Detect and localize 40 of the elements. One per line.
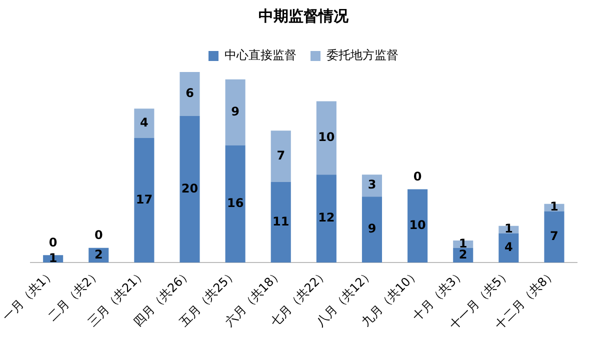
- bar: [316, 174, 336, 263]
- bar: [225, 79, 246, 146]
- bar: [225, 145, 246, 263]
- data-label: 1: [504, 222, 513, 236]
- bar: [180, 72, 200, 116]
- legend-label: 中心直接监督: [224, 48, 296, 62]
- bar: [316, 101, 336, 175]
- bar: [544, 211, 564, 263]
- bar: [408, 189, 428, 263]
- legend-label: 委托地方监督: [326, 48, 398, 62]
- data-label: 17: [136, 192, 153, 206]
- data-label: 6: [186, 86, 194, 100]
- data-label: 2: [94, 247, 103, 262]
- data-label: 3: [368, 178, 376, 192]
- data-label: 12: [318, 210, 335, 225]
- data-label: 4: [504, 240, 513, 254]
- data-label: 9: [368, 222, 376, 236]
- bar: [498, 233, 519, 263]
- bar: [134, 138, 154, 263]
- chart-title: 中期监督情况: [258, 6, 350, 25]
- data-label: 0: [413, 169, 422, 184]
- data-label: 0: [94, 228, 103, 242]
- bar: [134, 108, 154, 138]
- data-label: 11: [272, 214, 290, 228]
- data-label: 7: [550, 228, 558, 243]
- bar: [180, 116, 200, 263]
- data-label: 4: [140, 115, 148, 130]
- bar: [270, 130, 291, 182]
- data-label: 7: [276, 148, 286, 162]
- data-label: 20: [181, 181, 198, 196]
- data-label: 10: [318, 130, 335, 144]
- bar: [362, 174, 382, 197]
- data-label: 0: [48, 235, 58, 250]
- data-label: 9: [231, 104, 240, 118]
- data-label: 1: [550, 200, 558, 214]
- bar: [270, 182, 291, 263]
- bar: [362, 196, 382, 263]
- data-label: 16: [226, 196, 244, 210]
- data-label: 1: [48, 250, 58, 265]
- data-label: 10: [409, 218, 426, 232]
